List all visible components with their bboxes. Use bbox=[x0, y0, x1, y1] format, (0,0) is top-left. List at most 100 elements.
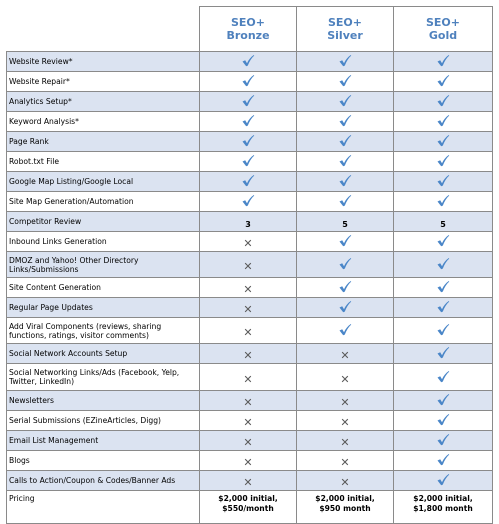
feature-label: Blogs bbox=[6, 450, 200, 471]
feature-label: Social Networking Links/Ads (Facebook, Y… bbox=[6, 363, 200, 391]
price-monthly: $1,800 month bbox=[413, 504, 473, 513]
plan-value-cell bbox=[296, 151, 394, 172]
x-mark-icon: ✕ bbox=[243, 326, 253, 339]
table-row: Calls to Action/Coupon & Codes/Banner Ad… bbox=[6, 470, 493, 491]
plan-value-cell bbox=[393, 231, 493, 252]
plan-header-bronze: SEO+ Bronze bbox=[199, 6, 297, 52]
table-row: Regular Page Updates ✕ bbox=[6, 297, 493, 318]
checkmark-icon bbox=[338, 300, 352, 313]
plan-value-cell bbox=[296, 91, 394, 112]
plan-name-line1: SEO+ bbox=[230, 16, 265, 29]
checkmark-icon bbox=[436, 433, 450, 446]
x-mark-icon: ✕ bbox=[243, 303, 253, 316]
feature-label: Website Repair* bbox=[6, 71, 200, 92]
checkmark-icon bbox=[338, 257, 352, 270]
plan-value-cell: ✕ bbox=[199, 317, 297, 344]
plan-value-cell: 3 bbox=[199, 211, 297, 232]
checkmark-icon bbox=[436, 134, 450, 147]
checkmark-icon bbox=[436, 74, 450, 87]
table-row: Website Review* bbox=[6, 51, 493, 72]
pricing-row: Pricing $2,000 initial, $550/month $2,000 i… bbox=[6, 490, 493, 524]
feature-label: Page Rank bbox=[6, 131, 200, 152]
table-row: Social Networking Links/Ads (Facebook, Y… bbox=[6, 363, 493, 391]
plan-value-cell bbox=[393, 151, 493, 172]
header-blank-cell bbox=[6, 6, 200, 52]
plan-value-cell bbox=[393, 470, 493, 491]
table-row: Blogs ✕ ✕ bbox=[6, 450, 493, 471]
feature-rows: Website Review* Website Repair* Analytics … bbox=[6, 51, 493, 524]
plan-value-cell bbox=[296, 317, 394, 344]
checkmark-icon bbox=[436, 473, 450, 486]
plan-value-cell bbox=[393, 191, 493, 212]
competitor-review-count: 5 bbox=[342, 220, 348, 229]
plan-tier: Silver bbox=[327, 29, 363, 42]
plan-value-cell: ✕ bbox=[199, 297, 297, 318]
checkmark-icon bbox=[436, 413, 450, 426]
x-mark-icon: ✕ bbox=[340, 436, 350, 449]
plan-price: $2,000 initial, $550/month bbox=[199, 490, 297, 524]
feature-label: Social Network Accounts Setup bbox=[6, 343, 200, 364]
plan-value-cell bbox=[393, 131, 493, 152]
checkmark-icon bbox=[338, 134, 352, 147]
plan-value-cell: ✕ bbox=[199, 450, 297, 471]
plan-value-cell bbox=[393, 71, 493, 92]
plan-value-cell bbox=[199, 131, 297, 152]
plan-value-cell bbox=[199, 171, 297, 192]
plan-header-silver: SEO+ Silver bbox=[296, 6, 394, 52]
plan-value-cell bbox=[199, 191, 297, 212]
table-row: Social Network Accounts Setup ✕ ✕ bbox=[6, 343, 493, 364]
checkmark-icon bbox=[436, 54, 450, 67]
plan-value-cell: ✕ bbox=[199, 277, 297, 298]
checkmark-icon bbox=[338, 174, 352, 187]
table-row: Robot.txt File bbox=[6, 151, 493, 172]
x-mark-icon: ✕ bbox=[243, 237, 253, 250]
table-row: Email List Management ✕ ✕ bbox=[6, 430, 493, 451]
table-row: Newsletters ✕ ✕ bbox=[6, 390, 493, 411]
table-row: Page Rank bbox=[6, 131, 493, 152]
checkmark-icon bbox=[241, 54, 255, 67]
table-row: Site Content Generation ✕ bbox=[6, 277, 493, 298]
plan-value-cell bbox=[393, 430, 493, 451]
feature-label: Keyword Analysis* bbox=[6, 111, 200, 132]
plan-value-cell bbox=[393, 251, 493, 278]
seo-plan-comparison-table: SEO+ Bronze SEO+ Silver SEO+ Gold Websit… bbox=[6, 6, 493, 524]
plan-value-cell: 5 bbox=[393, 211, 493, 232]
x-mark-icon: ✕ bbox=[340, 349, 350, 362]
x-mark-icon: ✕ bbox=[340, 396, 350, 409]
checkmark-icon bbox=[241, 114, 255, 127]
plan-value-cell bbox=[393, 390, 493, 411]
pricing-label: Pricing bbox=[6, 490, 200, 524]
price-monthly: $950 month bbox=[319, 504, 371, 513]
feature-label: Competitor Review bbox=[6, 211, 200, 232]
checkmark-icon bbox=[436, 174, 450, 187]
x-mark-icon: ✕ bbox=[340, 416, 350, 429]
plan-value-cell: ✕ bbox=[199, 410, 297, 431]
plan-value-cell bbox=[393, 450, 493, 471]
plan-value-cell: ✕ bbox=[199, 251, 297, 278]
checkmark-icon bbox=[436, 300, 450, 313]
checkmark-icon bbox=[338, 94, 352, 107]
feature-label: Analytics Setup* bbox=[6, 91, 200, 112]
checkmark-icon bbox=[436, 114, 450, 127]
plan-value-cell bbox=[393, 297, 493, 318]
checkmark-icon bbox=[241, 94, 255, 107]
plan-value-cell: ✕ bbox=[199, 430, 297, 451]
x-mark-icon: ✕ bbox=[243, 396, 253, 409]
x-mark-icon: ✕ bbox=[243, 283, 253, 296]
checkmark-icon bbox=[241, 174, 255, 187]
plan-value-cell bbox=[296, 231, 394, 252]
table-row: Competitor Review 3 5 5 bbox=[6, 211, 493, 232]
checkmark-icon bbox=[436, 346, 450, 359]
plan-value-cell bbox=[393, 171, 493, 192]
plan-value-cell: ✕ bbox=[296, 343, 394, 364]
checkmark-icon bbox=[241, 194, 255, 207]
feature-label: Google Map Listing/Google Local bbox=[6, 171, 200, 192]
plan-value-cell bbox=[393, 111, 493, 132]
checkmark-icon bbox=[436, 234, 450, 247]
plan-value-cell bbox=[199, 71, 297, 92]
checkmark-icon bbox=[338, 194, 352, 207]
x-mark-icon: ✕ bbox=[243, 436, 253, 449]
plan-value-cell: ✕ bbox=[199, 470, 297, 491]
checkmark-icon bbox=[338, 74, 352, 87]
checkmark-icon bbox=[436, 194, 450, 207]
